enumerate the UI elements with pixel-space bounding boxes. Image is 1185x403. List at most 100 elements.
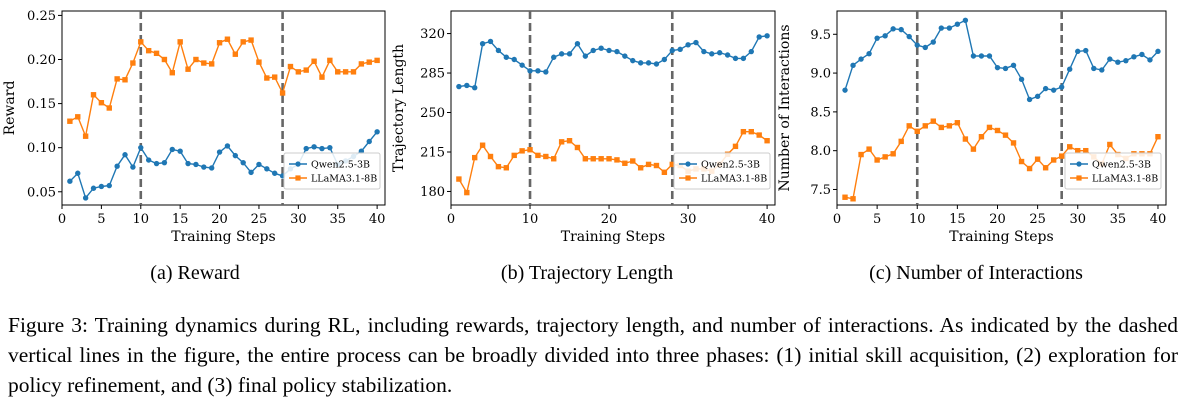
data-point [90, 185, 97, 191]
data-point [1091, 65, 1097, 72]
y-axis-label: Number of Interactions [777, 24, 793, 191]
data-point [970, 146, 977, 152]
x-tick-label: 10 [133, 212, 150, 227]
data-point [906, 33, 912, 40]
data-point [858, 56, 864, 62]
data-point [764, 33, 770, 39]
data-point [358, 61, 365, 67]
data-point [1034, 93, 1041, 100]
data-point [169, 70, 175, 76]
legend-label: LLaMA3.1-8B [1092, 174, 1158, 185]
x-tick-label: 5 [97, 212, 105, 227]
data-point [701, 48, 707, 55]
data-point [75, 114, 81, 120]
data-point [240, 39, 246, 45]
chart-trajectory-length: 0 10 20 30 40 180 215 250 285 320 Training Steps Tr… [391, 10, 776, 245]
data-point [566, 138, 573, 144]
data-point [519, 62, 525, 68]
data-point [232, 51, 239, 57]
y-tick-label: 0.05 [27, 185, 56, 200]
data-point [240, 159, 246, 166]
x-tick-label: 35 [1110, 212, 1127, 227]
data-point [994, 64, 1001, 71]
data-point [598, 156, 604, 162]
data-point [256, 59, 262, 65]
data-point [1042, 165, 1049, 171]
data-point [185, 160, 191, 167]
subcaption-number-of-interactions: (c) Number of Interactions [869, 262, 1083, 284]
data-point [82, 133, 89, 139]
data-point [898, 138, 904, 145]
legend: Qwen2.5-3B LLaMA3.1-8B [1064, 152, 1162, 190]
data-point [882, 33, 888, 39]
data-point [748, 128, 754, 135]
data-point [653, 61, 660, 67]
data-point [1155, 134, 1161, 140]
data-point [177, 148, 183, 154]
data-point [882, 154, 888, 160]
x-tick-label: 35 [329, 212, 346, 227]
data-point [756, 132, 762, 138]
data-point [303, 145, 309, 152]
data-point [677, 46, 683, 53]
data-point [161, 56, 168, 63]
data-point [1075, 147, 1081, 154]
data-point [527, 147, 533, 153]
data-point [161, 159, 168, 166]
legend: Qwen2.5-3B LLaMA3.1-8B [283, 152, 381, 190]
x-tick-label: 40 [1150, 212, 1167, 227]
y-tick-label: 8.5 [810, 105, 831, 120]
data-point [890, 151, 896, 157]
x-tick-label: 5 [873, 212, 881, 227]
data-point [495, 163, 502, 170]
data-point [637, 165, 644, 171]
data-point [890, 26, 896, 32]
data-point [1075, 48, 1081, 55]
legend-marker [295, 175, 301, 181]
data-point [311, 58, 317, 64]
x-tick-label: 15 [172, 212, 189, 227]
data-point [1042, 85, 1049, 92]
data-point [954, 120, 961, 126]
data-point [122, 152, 128, 158]
data-point [327, 144, 333, 151]
data-point [216, 149, 223, 155]
data-point [764, 138, 770, 144]
series-llama3-1-8b [67, 36, 380, 139]
y-tick-label: 320 [420, 27, 445, 42]
data-point [479, 142, 486, 148]
y-tick-label: 7.5 [810, 183, 831, 198]
data-point [551, 54, 557, 60]
data-point [1139, 51, 1145, 58]
legend-box [673, 152, 771, 190]
data-point [724, 52, 731, 58]
data-point [669, 161, 675, 168]
data-point [145, 47, 152, 54]
data-point [208, 165, 215, 171]
data-point [1050, 157, 1057, 163]
x-tick-label: 30 [1069, 212, 1086, 227]
data-point [256, 161, 262, 168]
data-point [319, 145, 325, 152]
data-point [464, 189, 470, 196]
data-point [472, 84, 478, 91]
data-point [1026, 96, 1033, 103]
series-line [69, 38, 378, 139]
legend-marker [685, 161, 691, 167]
data-point [558, 51, 565, 57]
data-point [138, 144, 144, 151]
data-point [970, 53, 977, 59]
data-point [1083, 147, 1089, 154]
figure-charts: 0 5 10 15 20 25 30 35 40 0.05 0.10 0.15 0.20 0.25 Trai… [2, 9, 1167, 245]
data-point [1099, 67, 1105, 73]
data-point [850, 196, 856, 202]
data-point [574, 41, 581, 47]
data-point [272, 170, 278, 176]
data-point [1002, 65, 1009, 72]
data-point [342, 69, 349, 75]
y-tick-label: 9.5 [810, 28, 831, 43]
data-point [527, 68, 533, 74]
data-point [906, 123, 912, 129]
data-point [224, 36, 231, 42]
data-point [145, 157, 152, 163]
